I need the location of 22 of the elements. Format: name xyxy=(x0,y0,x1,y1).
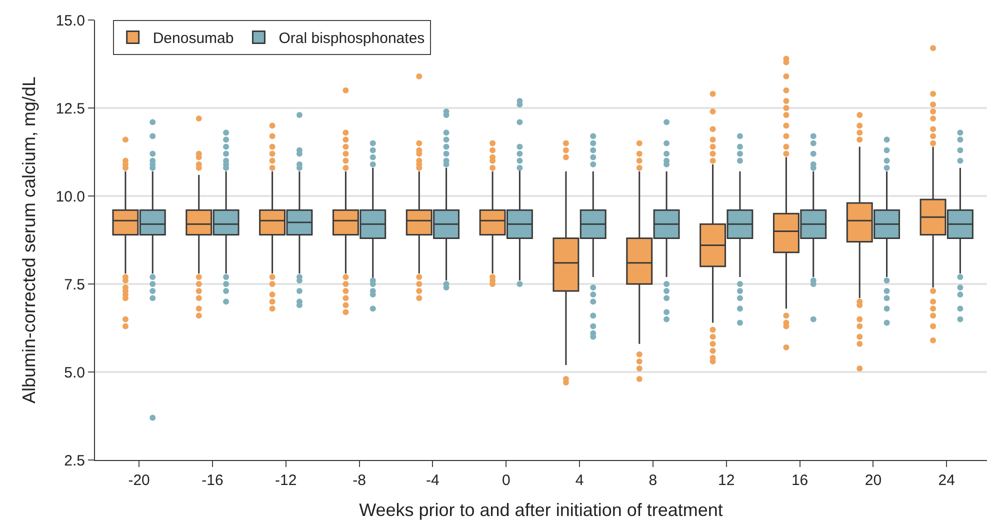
y-tick-label: 5.0 xyxy=(64,364,85,382)
x-axis-title: Weeks prior to and after initiation of treatment xyxy=(359,500,723,520)
x-tick-label: 0 xyxy=(502,472,510,489)
legend-label: Oral bisphosphonates xyxy=(278,30,425,48)
y-tick-label: 2.5 xyxy=(64,452,85,470)
y-axis-title: Albumin-corrected serum calcium, mg/dL xyxy=(18,76,39,404)
y-tick-label: 10.0 xyxy=(56,188,85,206)
y-tick-label: 12.5 xyxy=(56,100,85,118)
y-tick-label: 7.5 xyxy=(64,276,85,294)
x-tick-label: 4 xyxy=(575,472,584,489)
x-tick-label: -20 xyxy=(128,472,150,489)
x-tick-label: 24 xyxy=(938,472,955,489)
x-tick-label: -8 xyxy=(352,472,366,489)
y-tick-label: 15.0 xyxy=(56,12,85,30)
x-tick-label: -12 xyxy=(275,472,297,489)
x-tick-label: 20 xyxy=(864,472,882,489)
legend-label: Denosumab xyxy=(152,30,234,48)
x-tick-label: -4 xyxy=(426,472,440,489)
x-tick-label: 8 xyxy=(648,472,658,489)
x-tick-label: 16 xyxy=(791,472,808,489)
x-tick-label: -16 xyxy=(202,472,224,489)
x-tick-label: 12 xyxy=(718,472,735,489)
